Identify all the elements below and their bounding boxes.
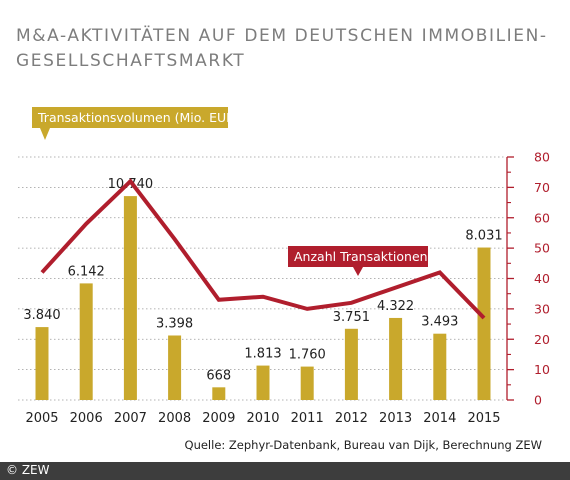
bar-value-label: 6.142	[68, 264, 105, 279]
bar	[389, 317, 403, 400]
x-tick-label: 2010	[246, 411, 279, 426]
bar	[477, 247, 491, 400]
y2-tick-label: 80	[534, 150, 550, 165]
y2-tick-label: 40	[534, 271, 550, 286]
legend-line-box	[288, 246, 428, 267]
bar	[168, 335, 182, 400]
bar-value-label: 10.740	[108, 177, 154, 192]
x-tick-label: 2009	[202, 411, 235, 426]
x-tick-label: 2012	[335, 411, 368, 426]
bar-value-label: 3.840	[23, 308, 60, 323]
bar-value-label: 3.398	[156, 316, 193, 331]
line-series	[40, 178, 486, 320]
chart-title: M&A-AKTIVITÄTEN AUF DEM DEUTSCHEN IMMOBI…	[16, 26, 548, 71]
bar	[79, 283, 93, 400]
x-tick-label: 2011	[291, 411, 324, 426]
y2-tick-label: 0	[534, 393, 542, 408]
y2-tick-label: 30	[534, 301, 550, 316]
bar-value-label: 3.493	[421, 315, 458, 330]
x-tick-label: 2005	[25, 411, 58, 426]
x-tick-label: 2006	[70, 411, 103, 426]
source-note: Quelle: Zephyr-Datenbank, Bureau van Dij…	[184, 438, 542, 452]
x-tick-label: 2007	[114, 411, 147, 426]
legend-line: Anzahl Transaktionen	[288, 246, 428, 276]
x-tick-label: 2013	[379, 411, 412, 426]
bar-value-label: 3.751	[333, 310, 370, 325]
legend-bars: Transaktionsvolumen (Mio. EUR)	[32, 107, 240, 140]
bar	[344, 328, 358, 400]
bar-value-label: 1.760	[289, 348, 326, 363]
bar	[256, 365, 270, 400]
bar	[123, 196, 137, 400]
bars	[35, 196, 491, 400]
right-axis: 0 10 20 30 40 50 60 70 80	[506, 150, 550, 408]
y2-tick-label: 50	[534, 241, 550, 256]
x-tick-label: 2014	[423, 411, 456, 426]
x-tick-label: 2008	[158, 411, 191, 426]
bar-value-label: 668	[206, 368, 231, 383]
legend-bars-box	[32, 107, 228, 128]
legend-line-label: Anzahl Transaktionen	[294, 249, 428, 264]
legends: Transaktionsvolumen (Mio. EUR) Anzahl Tra…	[32, 107, 428, 276]
y2-tick-label: 10	[534, 362, 550, 377]
legend-bars-label: Transaktionsvolumen (Mio. EUR)	[37, 110, 240, 125]
bar-value-label: 8.031	[465, 229, 502, 244]
bar-value-label: 4.322	[377, 299, 414, 314]
x-tick-label: 2015	[467, 411, 500, 426]
legend-line-pointer	[353, 267, 363, 276]
footer-bar: © ZEW	[0, 462, 570, 480]
bar	[35, 327, 49, 400]
y2-tick-label: 60	[534, 210, 550, 225]
bar-labels: 3.840 6.142 10.740 3.398 668 1.813 1.760 3.751 4…	[23, 177, 502, 383]
bar	[300, 366, 314, 400]
bar	[212, 387, 226, 400]
bar	[433, 333, 447, 400]
x-axis: 2005 2006 2007 2008 2009 2010 2011 2012 2013 2014…	[25, 411, 500, 426]
y2-tick-label: 70	[534, 180, 550, 195]
y2-tick-label: 20	[534, 332, 550, 347]
bar-value-label: 1.813	[244, 347, 281, 362]
legend-bars-pointer	[40, 128, 50, 140]
gridlines	[18, 156, 505, 401]
copyright-label: © ZEW	[6, 463, 50, 477]
